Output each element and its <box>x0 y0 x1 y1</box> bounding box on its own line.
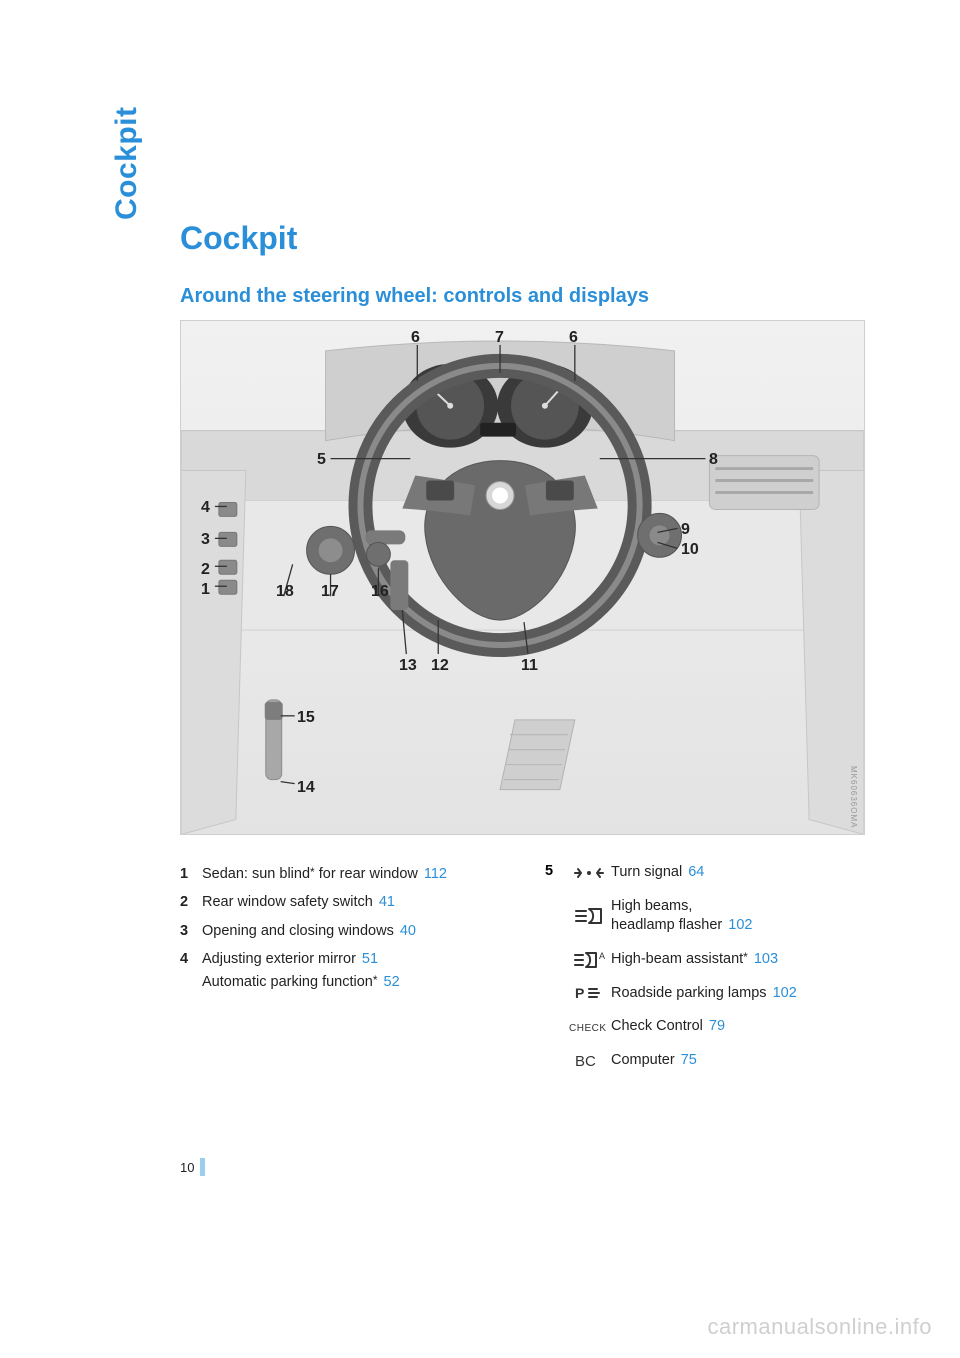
legend-item-number: 3 <box>180 920 202 942</box>
legend-icon-row: High beams,headlamp flasher102 <box>567 897 870 936</box>
bc-icon: BC <box>567 1052 611 1070</box>
legend-item: 3Opening and closing windows40 <box>180 920 505 942</box>
callout-number: 12 <box>431 657 449 675</box>
turn-signal-icon <box>567 864 611 882</box>
legend-icon-text: Computer75 <box>611 1051 870 1071</box>
cockpit-illustration <box>181 321 864 834</box>
callout-number: 5 <box>317 451 326 469</box>
svg-text:A: A <box>599 951 605 961</box>
section-subtitle: Around the steering wheel: controls and … <box>180 285 870 308</box>
legend-item: 2Rear window safety switch41 <box>180 891 505 913</box>
legend-right-number: 5 <box>545 863 567 1084</box>
footer-watermark: carmanualsonline.info <box>707 1314 932 1340</box>
callout-number: 18 <box>276 583 294 601</box>
callout-number: 1 <box>201 581 210 599</box>
legend-icon-text: High beams,headlamp flasher102 <box>611 897 870 936</box>
legend-item: 1Sedan: sun blind* for rear window112 <box>180 863 505 885</box>
callout-number: 11 <box>521 657 538 675</box>
callout-number: 16 <box>371 583 389 601</box>
legend-icon-text: Roadside parking lamps102 <box>611 984 870 1004</box>
page-number-value: 10 <box>180 1160 194 1175</box>
callout-number: 8 <box>709 451 718 469</box>
svg-text:BC: BC <box>575 1053 596 1070</box>
legend-icon-row: P Roadside parking lamps102 <box>567 984 870 1004</box>
legend-item-text: Sedan: sun blind* for rear window112 <box>202 863 505 885</box>
legend-item-text: Adjusting exterior mirror51Automatic par… <box>202 948 505 993</box>
legend-item-number: 4 <box>180 948 202 993</box>
parking-lamps-icon: P <box>567 984 611 1002</box>
legend-item-number: 1 <box>180 863 202 885</box>
callout-number: 13 <box>399 657 417 675</box>
legend-icon-text: High-beam assistant*103 <box>611 950 870 970</box>
page-number: 10 <box>180 1158 205 1176</box>
legend-icon-row: BC Computer75 <box>567 1051 870 1071</box>
callout-number: 15 <box>297 709 315 727</box>
vertical-section-tab: Cockpit <box>110 106 144 220</box>
callout-number: 4 <box>201 499 210 517</box>
legend-item: 4Adjusting exterior mirror51Automatic pa… <box>180 948 505 993</box>
check-icon: CHECK <box>567 1020 611 1034</box>
legend-item-text: Rear window safety switch41 <box>202 891 505 913</box>
svg-text:CHECK: CHECK <box>569 1023 607 1034</box>
high-beams-icon <box>567 906 611 926</box>
high-beam-assistant-icon: A <box>567 950 611 970</box>
legend-left-column: 1Sedan: sun blind* for rear window1122Re… <box>180 863 505 1084</box>
callout-number: 3 <box>201 531 210 549</box>
legend-icon-text: Turn signal64 <box>611 863 870 883</box>
callout-number: 6 <box>411 329 420 347</box>
legend-icon-row: CHECK Check Control79 <box>567 1017 870 1037</box>
callout-number: 17 <box>321 583 339 601</box>
page-number-bar <box>200 1158 205 1176</box>
callout-number: 14 <box>297 779 315 797</box>
cockpit-diagram: 6 7 6 5 8 4 3 2 1 9 10 18 17 16 13 12 11 15 14 MK60636OMA <box>180 320 865 835</box>
legend-right-list: Turn signal64 High beams,headlamp flasher… <box>567 863 870 1084</box>
legend-columns: 1Sedan: sun blind* for rear window1122Re… <box>180 863 870 1084</box>
page-title: Cockpit <box>180 220 870 257</box>
legend-item-text: Opening and closing windows40 <box>202 920 505 942</box>
page: Cockpit Cockpit Around the steering whee… <box>0 0 960 1358</box>
callout-number: 7 <box>495 329 504 347</box>
legend-icon-text: Check Control79 <box>611 1017 870 1037</box>
legend-right-column: 5 Turn signal64 High beams,headlamp flash… <box>545 863 870 1084</box>
legend-icon-row: A High-beam assistant*103 <box>567 950 870 970</box>
legend-item-number: 2 <box>180 891 202 913</box>
legend-icon-row: Turn signal64 <box>567 863 870 883</box>
callout-number: 6 <box>569 329 578 347</box>
callout-number: 2 <box>201 561 210 579</box>
callout-number: 10 <box>681 541 699 559</box>
diagram-code: MK60636OMA <box>849 766 858 828</box>
callout-number: 9 <box>681 521 690 539</box>
svg-text:P: P <box>575 985 584 1001</box>
